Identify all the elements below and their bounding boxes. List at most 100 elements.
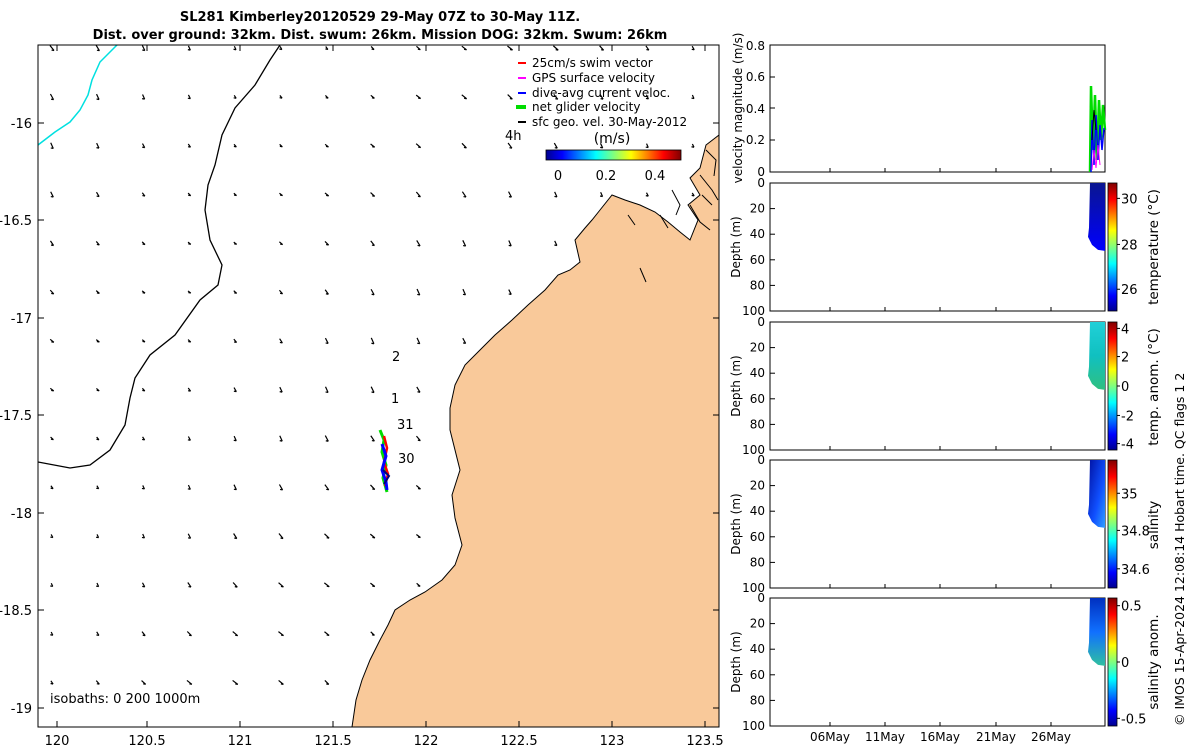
velocity-arrow — [415, 484, 421, 490]
velocity-arrow — [49, 387, 55, 392]
salinity-anom-colorbar — [1107, 597, 1118, 727]
date-tick: 16May — [920, 730, 960, 744]
velocity-arrow — [461, 45, 467, 51]
colorbar-tick: 0 — [554, 169, 562, 184]
velocity-arrow — [49, 338, 55, 343]
colorbar-label: temperature (°C) — [1146, 189, 1162, 305]
velocity-arrow — [141, 45, 146, 52]
lon-tick: 122.5 — [500, 734, 537, 749]
velocity-arrow — [187, 192, 192, 197]
velocity-arrow — [233, 241, 238, 245]
track-time-label: 31 — [397, 418, 414, 433]
velocity-arrow — [142, 436, 146, 441]
velocity-arrow — [324, 680, 330, 685]
velocity-arrow — [187, 339, 192, 343]
velocity-arrow — [50, 142, 54, 150]
velocity-arrow — [232, 679, 239, 685]
velocity-arrow — [370, 582, 376, 588]
velocity-arrow — [232, 631, 239, 637]
velocity-arrow — [141, 241, 146, 246]
velocity-arrow — [279, 435, 283, 442]
velocity-arrow — [96, 387, 100, 392]
velocity-arrow — [462, 288, 467, 296]
y-tick: 20 — [750, 202, 765, 216]
velocity-arrow — [370, 143, 376, 148]
depth-ylabel: Depth (m) — [729, 493, 743, 554]
lat-tick: -16 — [11, 117, 32, 132]
lat-tick: -17.5 — [0, 409, 32, 424]
lon-tick: 121 — [228, 734, 253, 749]
colorbar-tick: 0.2 — [596, 169, 617, 184]
velocity-arrow — [279, 338, 283, 344]
velocity-arrow — [50, 582, 54, 587]
salinity-panel: 0 20 40 60 80 100 Depth (m) 35 34.8 34.6 salinity — [729, 453, 1162, 595]
colorbar-tick: 28 — [1121, 238, 1138, 253]
velocity-arrow — [370, 386, 375, 394]
velocity-arrow — [508, 289, 512, 296]
y-tick: 20 — [750, 617, 765, 631]
colorbar-title: (m/s) — [594, 131, 631, 147]
velocity-arrow — [416, 533, 421, 539]
velocity-arrow — [461, 94, 468, 100]
velocity-arrow — [645, 94, 649, 100]
velocity-arrow — [95, 339, 100, 343]
velocity-arrow — [49, 45, 55, 52]
velocity-arrow — [187, 484, 191, 490]
land-mass — [351, 134, 719, 727]
lon-tick: 122 — [414, 734, 439, 749]
y-tick: 0 — [757, 591, 765, 605]
velocity-arrow — [462, 337, 467, 344]
colorbar-label: temp. anom. (°C) — [1146, 328, 1162, 445]
velocity-arrow — [233, 338, 238, 344]
legend-item-swim: 25cm/s swim vector — [532, 56, 653, 70]
date-tick: 21May — [976, 730, 1016, 744]
velocity-arrow — [324, 484, 330, 491]
depth-ylabel: Depth (m) — [729, 631, 743, 692]
isobath-label: isobaths: 0 200 1000m — [50, 692, 200, 707]
velocity-arrow — [416, 582, 421, 587]
velocity-arrow — [278, 289, 284, 295]
velocity-arrow — [279, 46, 283, 51]
velocity-arrow — [49, 93, 55, 101]
velocity-arrow — [233, 143, 237, 148]
velocity-arrow — [553, 94, 559, 100]
colorbar-tick: -4 — [1121, 438, 1134, 453]
colorbar-tick: 2 — [1121, 351, 1129, 366]
velocity-arrow — [187, 143, 192, 148]
velocity-arrow — [187, 94, 191, 100]
velocity-arrow — [370, 192, 376, 197]
velocity-arrow — [141, 143, 146, 149]
velocity-arrow — [599, 192, 604, 198]
isobath-1000-line — [38, 45, 118, 146]
y-tick: 0 — [757, 315, 765, 329]
velocity-arrow — [141, 387, 146, 392]
velocity-ylabel: velocity magnitude (m/s) — [731, 33, 745, 184]
velocity-arrow — [187, 436, 191, 441]
y-tick: 0 — [757, 165, 765, 179]
velocity-arrow — [233, 729, 238, 733]
lat-tick: -16.5 — [0, 214, 32, 229]
velocity-arrow — [187, 729, 192, 733]
date-tick: 11May — [865, 730, 905, 744]
depth-ylabel: Depth (m) — [729, 216, 743, 277]
velocity-arrow — [370, 435, 375, 442]
velocity-arrow — [417, 730, 420, 733]
lat-tick: -19 — [11, 702, 32, 717]
y-tick: 60 — [750, 530, 765, 544]
velocity-arrow — [416, 337, 421, 345]
y-tick: 0.4 — [746, 102, 765, 116]
velocity-arrow — [186, 631, 192, 637]
time-series-panels: 0 0.2 0.4 0.6 0.8 velocity magnitude (m/… — [729, 33, 1162, 744]
islands — [627, 149, 719, 283]
velocity-arrow — [187, 290, 192, 294]
velocity-arrow — [645, 143, 649, 149]
velocity-arrow — [599, 143, 604, 149]
profile-data — [1088, 598, 1105, 666]
velocity-arrow — [416, 45, 421, 51]
velocity-arrow — [691, 45, 695, 51]
velocity-arrow — [95, 241, 100, 246]
velocity-arrow — [324, 337, 329, 345]
velocity-arrow — [370, 46, 375, 51]
velocity-arrow — [599, 45, 605, 51]
